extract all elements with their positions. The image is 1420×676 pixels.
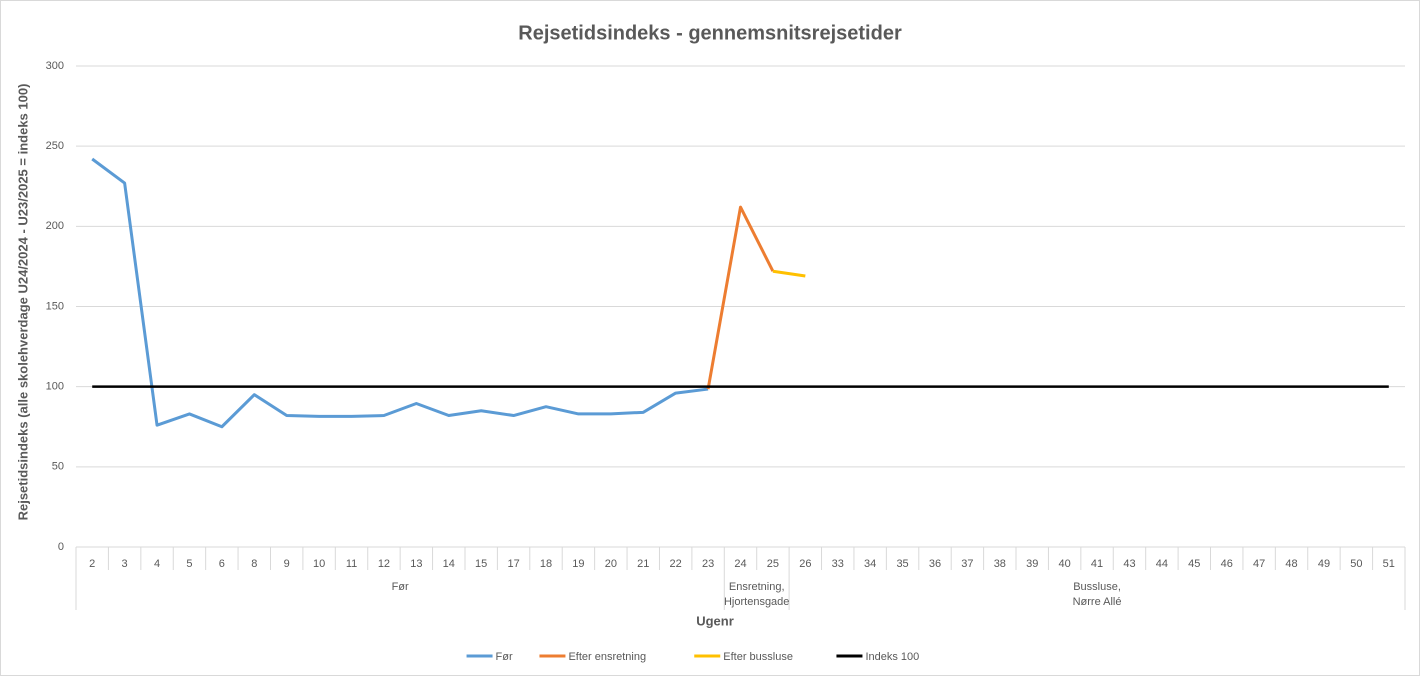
x-tick-label: 3 (122, 558, 128, 570)
x-tick-label: 45 (1188, 558, 1200, 570)
x-tick-label: 17 (507, 558, 519, 570)
x-tick-label: 51 (1383, 558, 1395, 570)
x-tick-label: 8 (251, 558, 257, 570)
x-tick-label: 36 (929, 558, 941, 570)
x-tick-label: 4 (154, 558, 160, 570)
x-tick-label: 25 (767, 558, 779, 570)
x-tick-label: 47 (1253, 558, 1265, 570)
x-tick-label: 35 (896, 558, 908, 570)
x-tick-label: 19 (572, 558, 584, 570)
legend-label: Efter bussluse (723, 651, 793, 663)
x-tick-label: 48 (1285, 558, 1297, 570)
line-series (91, 157, 709, 429)
x-tick-label: 13 (410, 558, 422, 570)
x-tick-label: 50 (1350, 558, 1362, 570)
x-tick-label: 26 (799, 558, 811, 570)
legend-label: Før (496, 651, 513, 663)
x-tick-label: 20 (605, 558, 617, 570)
group-label: Hjortensgade (724, 596, 789, 608)
group-label: Før (392, 581, 409, 593)
x-tick-label: 41 (1091, 558, 1103, 570)
x-tick-label: 15 (475, 558, 487, 570)
chart-title: Rejsetidsindeks - gennemsnitsrejsetider (518, 22, 902, 44)
group-label: Bussluse, (1073, 581, 1121, 593)
y-tick-label: 250 (46, 140, 64, 152)
x-tick-label: 12 (378, 558, 390, 570)
x-tick-label: 6 (219, 558, 225, 570)
y-tick-label: 0 (58, 541, 64, 553)
y-axis-title: Rejsetidsindeks (alle skolehverdage U24/… (15, 84, 30, 521)
group-label: Nørre Allé (1073, 596, 1122, 608)
line-series (772, 269, 806, 278)
x-tick-label: 39 (1026, 558, 1038, 570)
line-series (706, 205, 775, 390)
x-tick-label: 46 (1221, 558, 1233, 570)
legend-label: Efter ensretning (568, 651, 646, 663)
x-tick-label: 2 (89, 558, 95, 570)
x-tick-label: 11 (346, 558, 357, 570)
x-axis-title: Ugenr (696, 613, 734, 628)
x-tick-label: 43 (1123, 558, 1135, 570)
x-tick-label: 14 (443, 558, 455, 570)
x-tick-label: 18 (540, 558, 552, 570)
x-tick-label: 23 (702, 558, 714, 570)
x-tick-label: 21 (637, 558, 649, 570)
x-tick-label: 34 (864, 558, 876, 570)
x-tick-label: 24 (734, 558, 746, 570)
x-tick-label: 49 (1318, 558, 1330, 570)
x-tick-label: 38 (994, 558, 1006, 570)
x-tick-label: 9 (284, 558, 290, 570)
y-tick-label: 200 (46, 220, 64, 232)
x-tick-label: 5 (186, 558, 192, 570)
y-tick-label: 300 (46, 60, 64, 72)
x-tick-label: 10 (313, 558, 325, 570)
x-tick-label: 33 (832, 558, 844, 570)
y-tick-label: 100 (46, 381, 64, 393)
x-tick-label: 22 (670, 558, 682, 570)
x-tick-label: 37 (961, 558, 973, 570)
x-tick-label: 40 (1059, 558, 1071, 570)
x-tick-label: 44 (1156, 558, 1168, 570)
group-label: Ensretning, (729, 581, 785, 593)
y-tick-label: 50 (52, 461, 64, 473)
legend-label: Indeks 100 (865, 651, 919, 663)
y-tick-label: 150 (46, 300, 64, 312)
